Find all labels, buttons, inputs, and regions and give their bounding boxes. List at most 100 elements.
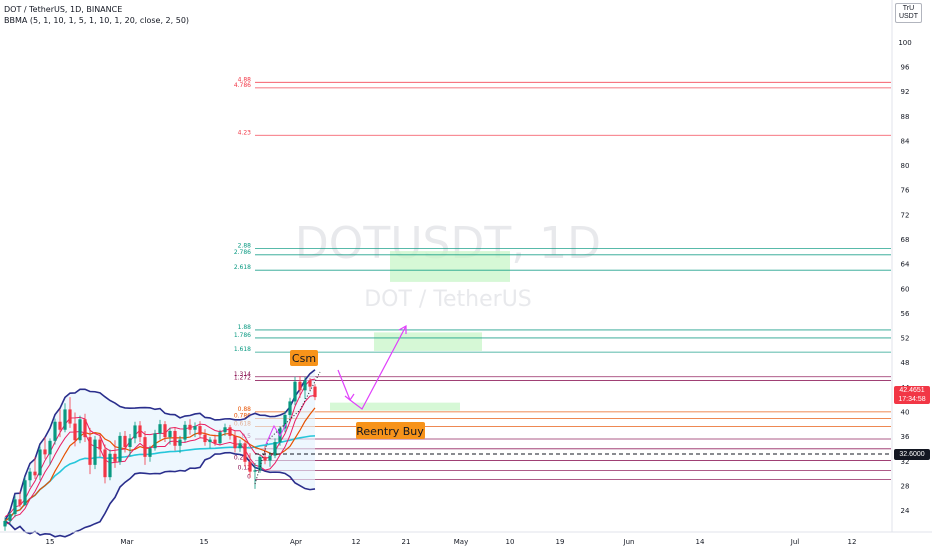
candle[interactable] xyxy=(103,444,107,484)
symbol-title[interactable]: DOT / TetherUS, 1D, BINANCE xyxy=(4,5,123,14)
candle-body xyxy=(138,425,142,438)
candle[interactable] xyxy=(258,454,262,473)
price-tick-label: 100 xyxy=(898,39,911,47)
candle[interactable] xyxy=(68,397,72,428)
candle[interactable] xyxy=(98,434,102,457)
candle[interactable] xyxy=(313,384,317,401)
candle-body xyxy=(303,380,307,391)
bbma-indicators xyxy=(4,369,316,538)
candle[interactable] xyxy=(158,419,162,440)
candle-body xyxy=(153,433,157,449)
last-price-tag[interactable]: 42.4651 17:34:58 xyxy=(894,386,930,404)
candle[interactable] xyxy=(283,411,287,433)
candle[interactable] xyxy=(28,467,32,488)
candle-body xyxy=(218,432,222,444)
candle[interactable] xyxy=(23,477,27,507)
candle[interactable] xyxy=(153,429,157,451)
price-tick-label: 80 xyxy=(901,162,910,170)
candle[interactable] xyxy=(188,419,192,435)
candle-body xyxy=(8,514,12,521)
candle[interactable] xyxy=(108,449,112,481)
candle[interactable] xyxy=(238,439,242,452)
candle[interactable] xyxy=(43,437,47,459)
price-tick-label: 64 xyxy=(901,261,910,269)
candle[interactable] xyxy=(133,421,137,444)
candle[interactable] xyxy=(113,440,117,468)
price-tick-label: 72 xyxy=(901,211,910,219)
candle[interactable] xyxy=(273,438,277,459)
fib-level-label: 2.786 xyxy=(234,249,251,256)
fib-level-label: 1.88 xyxy=(238,324,252,331)
fib-level-label: 0.88 xyxy=(238,406,252,413)
candle[interactable] xyxy=(33,456,37,480)
drawings: Csm Reentry Buy xyxy=(254,324,891,485)
fib-level-label: 0 xyxy=(247,474,251,481)
candle[interactable] xyxy=(8,511,12,525)
candle[interactable] xyxy=(13,495,17,518)
candle-body xyxy=(68,409,72,424)
csm-label[interactable]: Csm xyxy=(290,350,318,366)
candle[interactable] xyxy=(243,439,247,467)
fib-levels: 4.884.786 4.23 2.882.786 2.618 1.881.786 1.61… xyxy=(234,76,891,481)
time-tick-label: Jun xyxy=(623,538,635,546)
candle[interactable] xyxy=(223,423,227,436)
candle[interactable] xyxy=(178,435,182,454)
candle[interactable] xyxy=(88,427,92,475)
candle[interactable] xyxy=(288,397,292,419)
candle[interactable] xyxy=(128,434,132,456)
price-tick-label: 76 xyxy=(901,187,910,195)
candle[interactable] xyxy=(253,463,257,489)
candle[interactable] xyxy=(93,435,97,470)
candle[interactable] xyxy=(293,376,297,406)
candle[interactable] xyxy=(183,421,187,443)
candle[interactable] xyxy=(48,438,52,465)
fib-level-label: 1.618 xyxy=(234,346,251,353)
fib-level-label: 4.88 xyxy=(238,76,252,83)
candle[interactable] xyxy=(298,376,302,398)
candle[interactable] xyxy=(308,377,312,391)
candle[interactable] xyxy=(148,445,152,462)
candle[interactable] xyxy=(248,453,252,478)
candle-body xyxy=(63,409,67,430)
candle[interactable] xyxy=(198,421,202,439)
candle[interactable] xyxy=(63,403,67,433)
candle[interactable] xyxy=(3,517,7,531)
candle[interactable] xyxy=(53,418,57,445)
candle[interactable] xyxy=(123,430,127,453)
candle[interactable] xyxy=(193,422,197,438)
candle[interactable] xyxy=(83,413,87,443)
price-tick-label: 36 xyxy=(901,433,910,441)
candle[interactable] xyxy=(303,376,307,399)
candlesticks[interactable] xyxy=(3,376,317,531)
candle[interactable] xyxy=(213,434,217,446)
candle[interactable] xyxy=(173,427,177,451)
candle-body xyxy=(133,425,137,439)
candle[interactable] xyxy=(233,430,237,453)
candle-body xyxy=(83,419,87,438)
candle[interactable] xyxy=(168,427,172,445)
candle[interactable] xyxy=(18,491,22,508)
candle[interactable] xyxy=(143,430,147,465)
reentry-buy-label[interactable]: Reentry Buy xyxy=(356,422,425,439)
candle-body xyxy=(38,449,42,476)
candle[interactable] xyxy=(218,429,222,445)
candle[interactable] xyxy=(38,446,42,481)
candle[interactable] xyxy=(58,409,62,438)
axis-currency-button[interactable]: TrU USDT xyxy=(894,3,922,23)
arrow-down-path xyxy=(337,369,351,401)
candle[interactable] xyxy=(73,412,77,447)
horizontal-line-tag[interactable]: 32.6000 xyxy=(894,449,930,460)
candle[interactable] xyxy=(118,432,122,465)
candle[interactable] xyxy=(228,424,232,440)
time-axis[interactable]: 15 Mar 15 Apr 12 21 May 10 19 Jun 14 Jul 12 xyxy=(0,531,932,546)
candle-body xyxy=(143,437,147,457)
candle[interactable] xyxy=(138,421,142,443)
candle[interactable] xyxy=(78,415,82,444)
candle-body xyxy=(263,456,267,461)
candle[interactable] xyxy=(203,429,207,446)
candle[interactable] xyxy=(208,437,212,449)
indicator-title[interactable]: BBMA (5, 1, 10, 1, 5, 1, 10, 1, 20, clos… xyxy=(4,16,190,25)
candle[interactable] xyxy=(163,421,167,443)
